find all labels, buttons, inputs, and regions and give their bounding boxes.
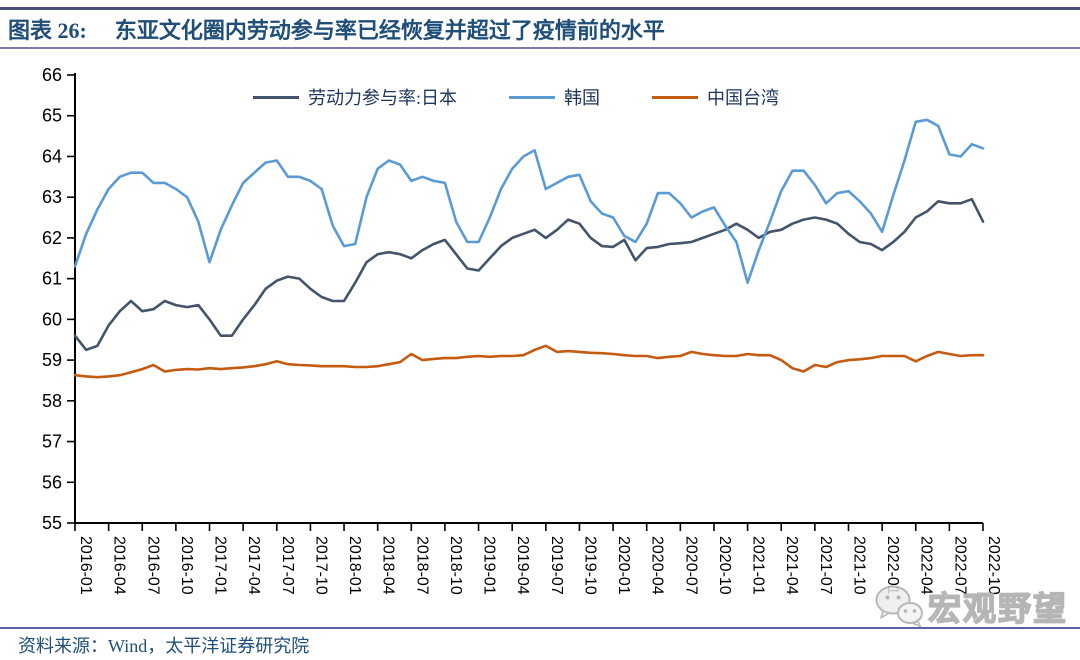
- y-tick-label: 64: [42, 146, 62, 166]
- x-tick-label: 2019-10: [581, 536, 598, 595]
- legend-label-korea: 韩国: [564, 88, 601, 108]
- y-tick-label: 63: [42, 187, 62, 207]
- figure-label: 图表 26:: [8, 18, 87, 43]
- figure-title: 图表 26: 东亚文化圈内劳动参与率已经恢复并超过了疫情前的水平: [8, 13, 665, 45]
- x-tick-label: 2021-07: [817, 536, 834, 595]
- x-tick-label: 2017-01: [212, 536, 229, 595]
- chart-legend: 劳动力参与率:日本 韩国 中国台湾: [253, 83, 779, 111]
- legend-item-korea: 韩国: [509, 84, 600, 110]
- legend-line-japan-icon: [253, 95, 299, 99]
- x-tick-label: 2017-04: [245, 536, 262, 595]
- figure-title-text: 东亚文化圈内劳动参与率已经恢复并超过了疫情前的水平: [114, 18, 665, 43]
- x-tick-label: 2018-04: [380, 536, 397, 595]
- x-tick-label: 2020-01: [615, 536, 632, 595]
- x-tick-label: 2022-10: [985, 536, 1002, 595]
- watermark: 宏观野望: [874, 582, 1068, 630]
- x-tick-label: 2017-07: [279, 536, 296, 595]
- title-divider: [0, 47, 1080, 49]
- legend-label-taiwan: 中国台湾: [707, 88, 780, 108]
- x-tick-label: 2021-01: [750, 536, 767, 595]
- y-tick-label: 61: [42, 269, 62, 289]
- y-tick-label: 57: [42, 432, 62, 452]
- legend-line-taiwan-icon: [652, 95, 699, 99]
- x-tick-label: 2017-10: [312, 536, 329, 595]
- x-tick-label: 2018-07: [413, 536, 430, 595]
- x-tick-label: 2016-04: [111, 536, 128, 595]
- x-tick-label: 2019-04: [514, 536, 531, 595]
- x-tick-label: 2020-10: [716, 536, 733, 595]
- bottom-divider: [0, 627, 1080, 629]
- x-tick-label: 2020-04: [649, 536, 666, 595]
- y-tick-label: 55: [42, 513, 62, 533]
- y-tick-label: 59: [42, 350, 62, 370]
- x-tick-label: 2016-07: [144, 536, 161, 595]
- x-tick-label: 2016-10: [178, 536, 195, 595]
- wechat-icon: [875, 585, 923, 628]
- x-tick-label: 2021-04: [783, 536, 800, 595]
- legend-label-japan: 劳动力参与率:日本: [308, 88, 458, 108]
- series-line-1: [73, 118, 985, 285]
- watermark-text: 宏观野望: [927, 589, 1068, 627]
- x-tick-label: 2018-01: [346, 536, 363, 595]
- x-tick-label: 2022-01: [884, 536, 901, 595]
- top-divider: [0, 7, 1080, 10]
- series-line-0: [73, 197, 985, 352]
- source-note: 资料来源：Wind，太平洋证券研究院: [18, 636, 310, 656]
- legend-item-taiwan: 中国台湾: [652, 84, 779, 110]
- x-tick-label: 2016-01: [77, 536, 94, 595]
- x-tick-label: 2018-10: [447, 536, 464, 595]
- y-tick-label: 62: [42, 228, 62, 248]
- x-tick-label: 2022-04: [918, 536, 935, 595]
- x-tick-label: 2019-01: [481, 536, 498, 595]
- y-tick-label: 60: [42, 309, 62, 329]
- legend-line-korea-icon: [509, 95, 556, 99]
- x-tick-label: 2019-07: [548, 536, 565, 595]
- y-tick-label: 65: [42, 106, 62, 126]
- x-tick-label: 2020-07: [682, 536, 699, 595]
- y-tick-label: 66: [42, 65, 62, 85]
- y-tick-label: 58: [42, 391, 62, 411]
- x-tick-label: 2021-10: [850, 536, 867, 595]
- x-tick-label: 2022-07: [951, 536, 968, 595]
- series-line-2: [73, 344, 985, 379]
- legend-item-japan: 劳动力参与率:日本: [253, 84, 457, 110]
- y-tick-label: 56: [42, 472, 62, 492]
